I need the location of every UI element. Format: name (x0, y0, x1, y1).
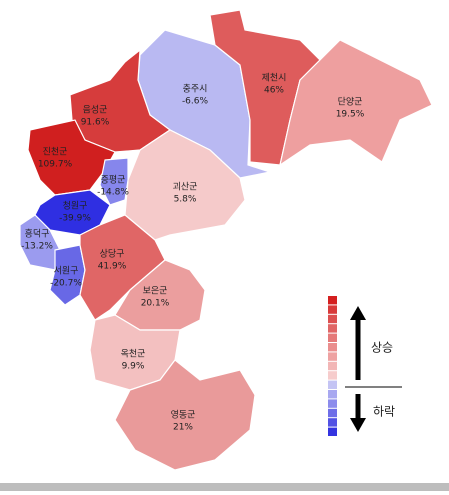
legend-swatch (328, 408, 337, 418)
region-name: 진천군 (43, 147, 68, 158)
region-name: 충주시 (183, 84, 208, 95)
region-name: 청원구 (63, 201, 88, 212)
region-name: 보은군 (143, 286, 168, 297)
legend-swatch (328, 361, 337, 371)
region-name: 옥천군 (121, 349, 146, 360)
regions: 충주시 -6.6% 제천시 46% 단양군 19.5% 음성군 91.6% 진천군 109.7% 괴… (19, 9, 433, 471)
region-name: 흥덕구 (25, 228, 50, 240)
region (79, 214, 166, 321)
legend: 상승 하락 (328, 296, 402, 436)
fall-label: 하락 (373, 405, 395, 419)
fall-arrow-head (350, 418, 366, 432)
region (279, 39, 433, 167)
legend-swatch (328, 390, 337, 399)
region-name: 단양군 (338, 97, 363, 108)
bottom-bar (0, 483, 449, 491)
region-name: 증평군 (101, 175, 126, 186)
region-name: 제천시 (262, 73, 287, 84)
legend-swatch (328, 427, 337, 436)
legend-swatch (328, 305, 337, 314)
region-change: 21% (173, 423, 193, 433)
legend-swatch (328, 418, 337, 427)
region-change: -20.7% (50, 279, 82, 289)
region-change: 109.7% (38, 160, 73, 170)
region-change: 19.5% (336, 110, 365, 120)
region-change: 5.8% (174, 195, 197, 205)
rise-arrow-head (350, 306, 366, 320)
region-name: 음성군 (83, 105, 108, 116)
legend-swatch (328, 314, 337, 324)
legend-swatch (328, 296, 337, 305)
region-change: 20.1% (141, 299, 170, 309)
legend-swatch (328, 371, 337, 380)
region-name: 서원구 (54, 266, 79, 277)
legend-swatch (328, 352, 337, 361)
region-change: 46% (264, 86, 284, 96)
legend-swatch (328, 333, 337, 342)
legend-swatch (328, 343, 337, 352)
region-change: -39.9% (59, 214, 91, 224)
region-change: 91.6% (81, 118, 110, 128)
region-change: 41.9% (98, 262, 127, 272)
rise-label: 상승 (371, 341, 393, 355)
legend-swatch (328, 324, 337, 333)
region-change: -13.2% (21, 242, 53, 252)
region (27, 119, 116, 196)
region (124, 129, 246, 241)
legend-swatch (328, 380, 337, 389)
region-name: 괴산군 (173, 182, 198, 193)
region (99, 157, 129, 206)
region-change: -6.6% (182, 97, 209, 107)
region-name: 상당구 (100, 249, 125, 260)
region-change: 9.9% (122, 362, 145, 372)
region-change: -14.8% (97, 188, 129, 198)
region (114, 359, 256, 471)
region-name: 영동군 (171, 410, 196, 421)
legend-swatch (328, 399, 337, 408)
